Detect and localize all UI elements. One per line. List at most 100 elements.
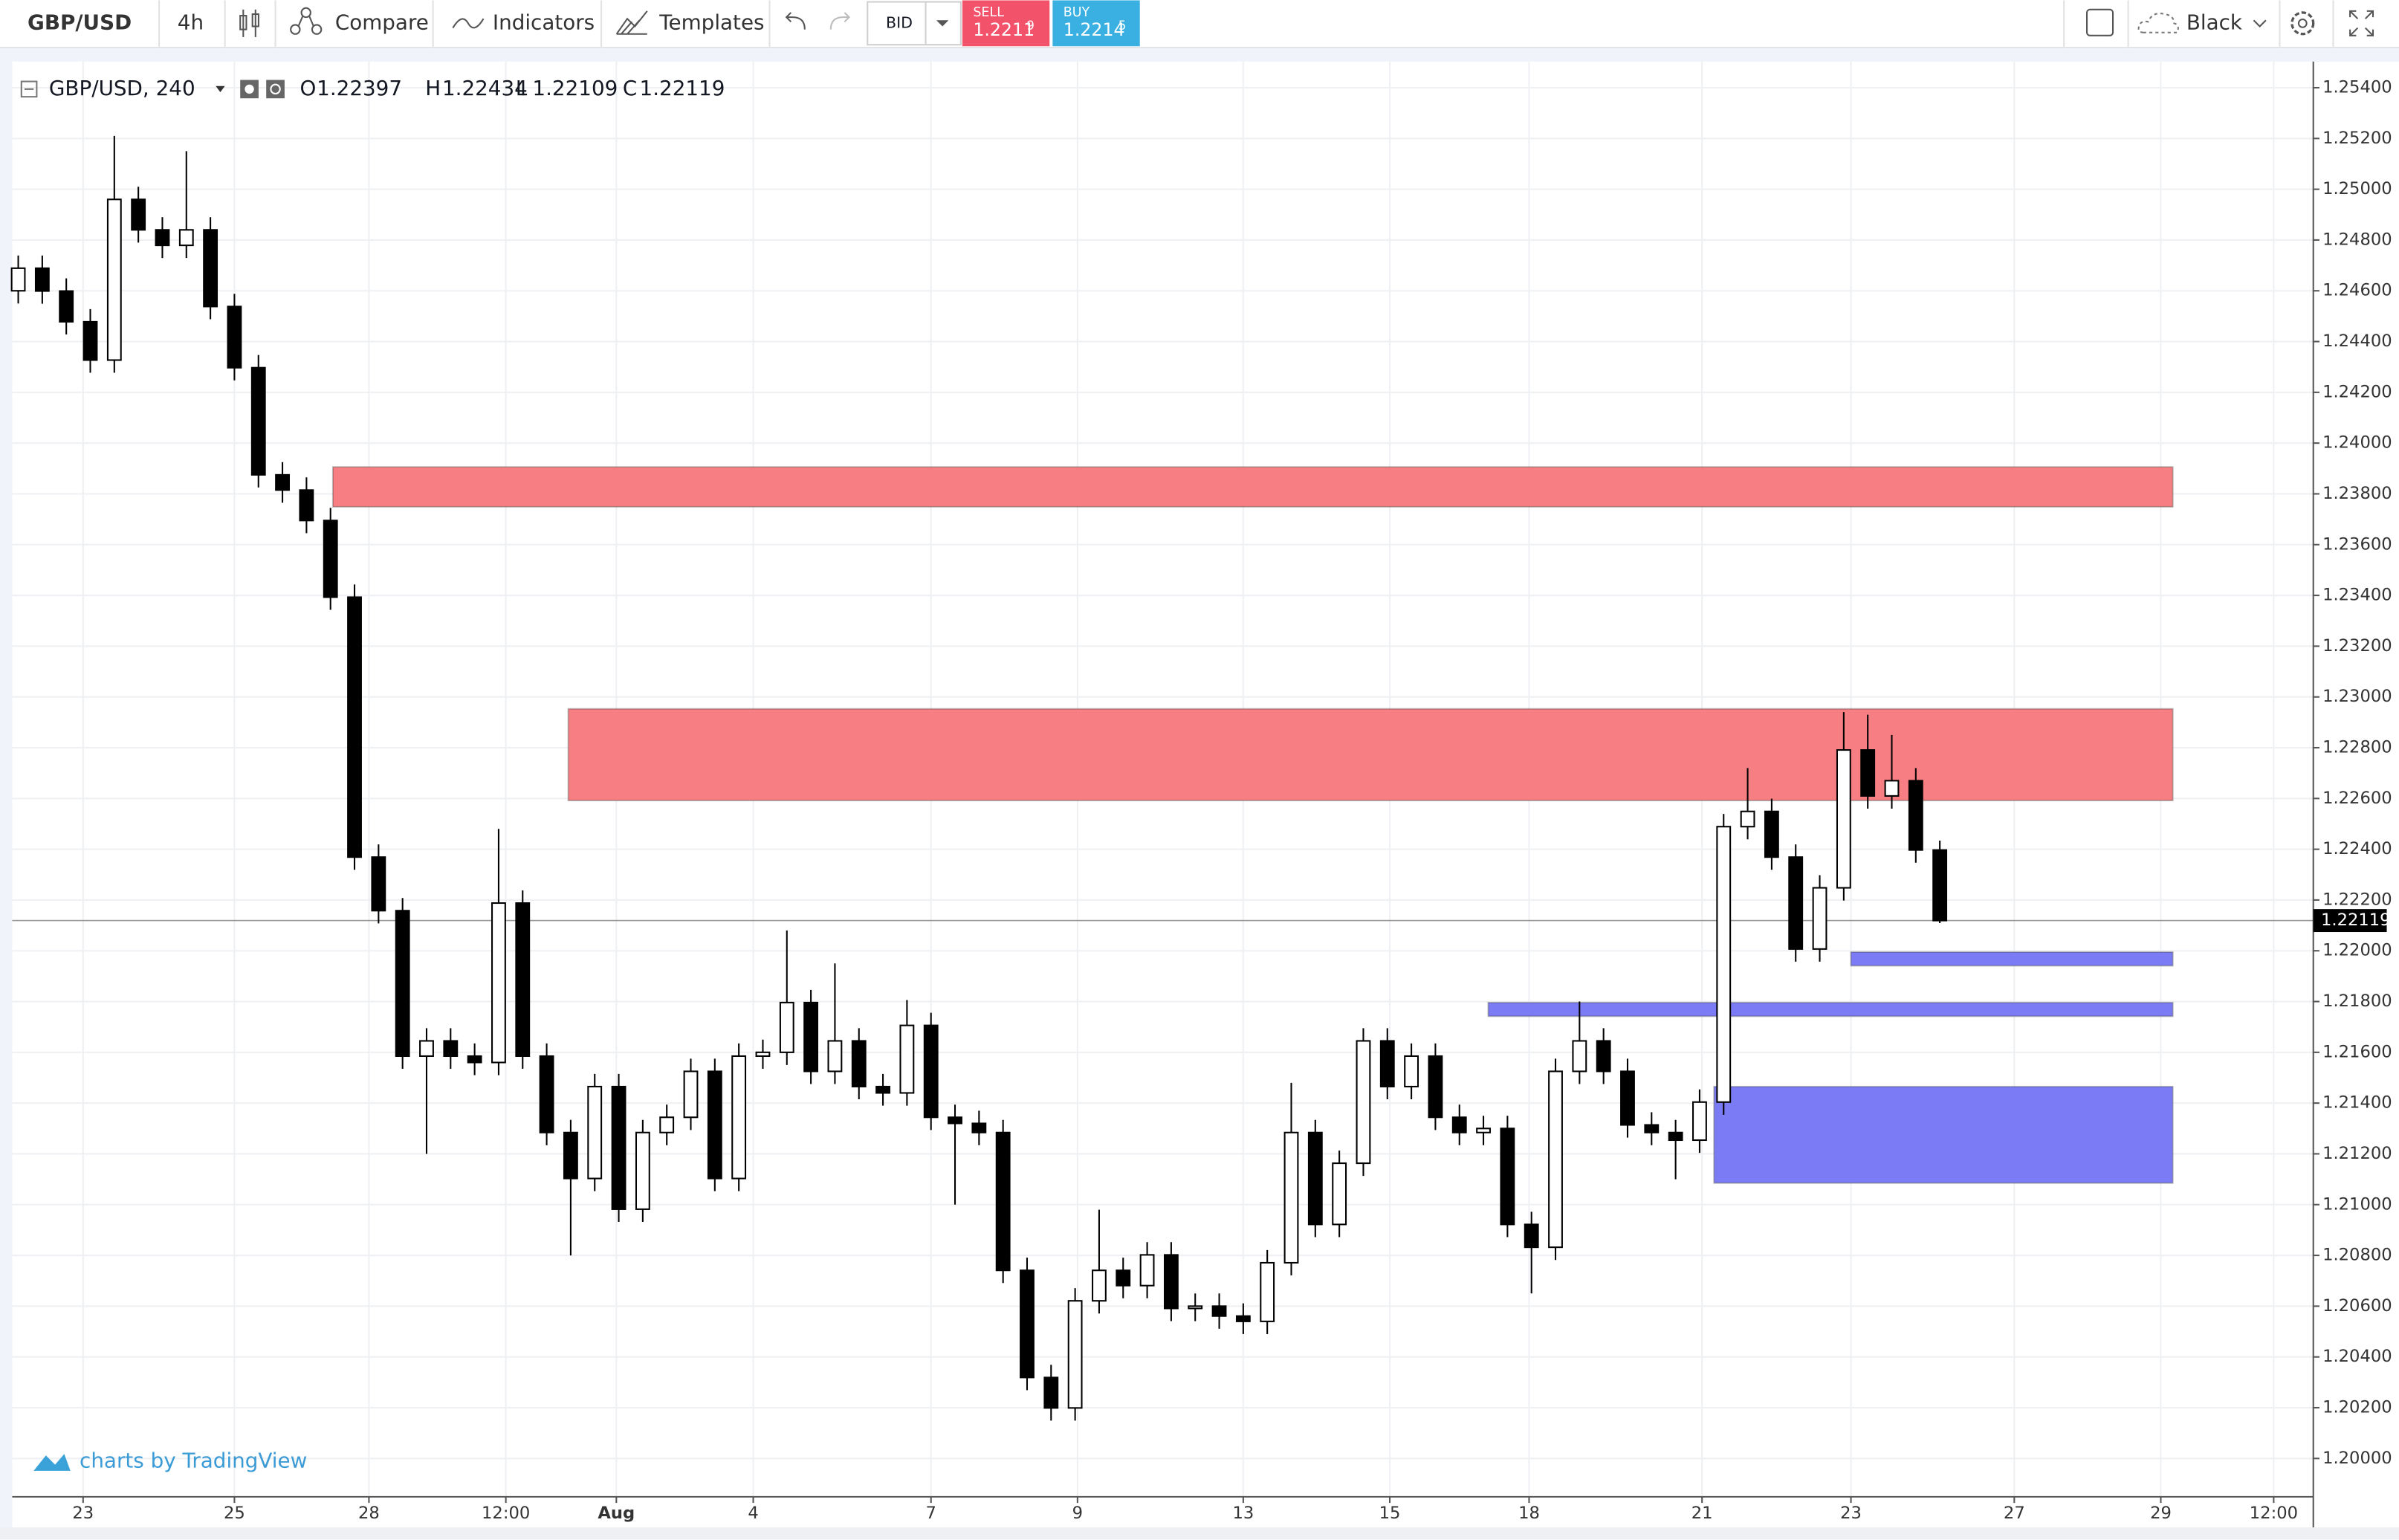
x-tick-label: 13 [1232,1504,1254,1523]
candle-body [1716,826,1732,1103]
y-tick-label: 1.23200 [2322,636,2392,656]
y-tick-label: 1.21000 [2322,1194,2392,1214]
symbol[interactable]: GBP/USD [27,10,132,34]
candle-body [587,1085,603,1180]
candle-body [1860,749,1876,797]
x-tick-label: 15 [1379,1504,1401,1523]
y-tick-label: 1.20000 [2322,1449,2392,1468]
x-tick-label: 12:00 [482,1504,530,1523]
candle-body [1283,1131,1299,1264]
y-tick-label: 1.22000 [2322,941,2392,960]
y-tick-label: 1.25000 [2322,179,2392,198]
candle-body [1692,1101,1707,1142]
y-tick-label: 1.24200 [2322,382,2392,401]
gear-icon [270,83,281,95]
y-tick-label: 1.21600 [2322,1042,2392,1061]
candle-body [10,267,26,292]
layout-button[interactable] [2086,8,2114,36]
candle-body [1043,1376,1059,1409]
y-tick-label: 1.23800 [2322,484,2392,503]
price-type-box[interactable] [867,1,962,46]
sell-label: SELL [973,5,1004,20]
y-tick-label: 1.22200 [2322,890,2392,909]
eye-icon [245,84,254,94]
candle-body [1788,856,1804,950]
candle-body [155,229,170,247]
candle-body [106,198,122,361]
candle-body [1932,849,1948,922]
y-tick-label: 1.22400 [2322,839,2392,858]
x-tick-label: 27 [2004,1504,2025,1523]
candle-body [347,596,362,858]
theme-dropdown[interactable] [2253,19,2267,28]
interval[interactable]: 4h [178,10,204,34]
candle-body [323,520,338,598]
buy-button[interactable] [1052,0,1140,47]
templates-button[interactable]: Templates [658,10,764,34]
x-tick-label: 29 [2150,1504,2172,1523]
candle-body [539,1055,554,1133]
undo-button[interactable] [785,12,806,30]
y-tick-label: 1.24400 [2322,331,2392,351]
y-tick-label: 1.23400 [2322,586,2392,605]
y-tick-label: 1.24000 [2322,433,2392,453]
zone [1713,1085,2174,1184]
candle-body [1260,1261,1275,1322]
y-tick-label: 1.24600 [2322,281,2392,300]
title-dropdown[interactable] [216,85,225,93]
candle-body [1211,1305,1227,1317]
templates-icon [615,10,648,35]
candle-body [1379,1040,1395,1087]
candle-body [82,320,98,361]
candle-body [491,902,506,1064]
candle-body [683,1070,699,1119]
compare-icon [290,7,323,35]
settings-small-button[interactable] [266,80,285,99]
candle-body [1500,1128,1515,1226]
candle-body [1451,1116,1467,1133]
fullscreen-button[interactable] [2349,10,2374,36]
theme-button[interactable]: Black [2186,10,2242,34]
ohlc-key: O [300,76,317,100]
candle-body [467,1055,482,1064]
compare-button[interactable]: Compare [335,10,429,34]
candle-body [707,1070,722,1180]
candle-body [1188,1305,1203,1310]
candle-body [1428,1055,1443,1119]
dropdown-arrow[interactable] [936,20,949,27]
indicators-button[interactable]: Indicators [493,10,595,34]
candle-body [755,1051,771,1057]
candle-body [1356,1040,1371,1165]
y-tick-label: 1.20400 [2322,1347,2392,1366]
candle-body [803,1001,819,1072]
chart-style-button[interactable] [239,9,259,37]
candle-body [1644,1124,1660,1133]
candle-body [419,1040,434,1057]
watermark[interactable]: charts by TradingView [80,1449,307,1473]
redo-button[interactable] [829,12,851,30]
candle-body [731,1055,747,1180]
candle-body [995,1131,1011,1272]
candle-body [1548,1070,1563,1249]
zone [567,708,2174,802]
candle-body [203,229,218,308]
settings-button[interactable] [2290,11,2315,36]
price-type: BID [886,13,913,31]
candle-body [1116,1269,1131,1287]
candle-body [1020,1269,1035,1379]
y-tick-label: 1.21400 [2322,1093,2392,1113]
sell-button[interactable] [962,0,1050,47]
zone [1487,1001,2174,1017]
cloud-icon [2137,13,2179,33]
plot-area [10,61,2314,1497]
candle-body [227,305,242,369]
tradingview-logo [33,1454,71,1471]
collapse-button[interactable] [20,80,38,98]
candle-body [1332,1162,1347,1226]
y-tick-label: 1.22800 [2322,738,2392,757]
candle-body [923,1024,939,1119]
candle-body [971,1122,987,1133]
y-tick-label: 1.21200 [2322,1144,2392,1163]
